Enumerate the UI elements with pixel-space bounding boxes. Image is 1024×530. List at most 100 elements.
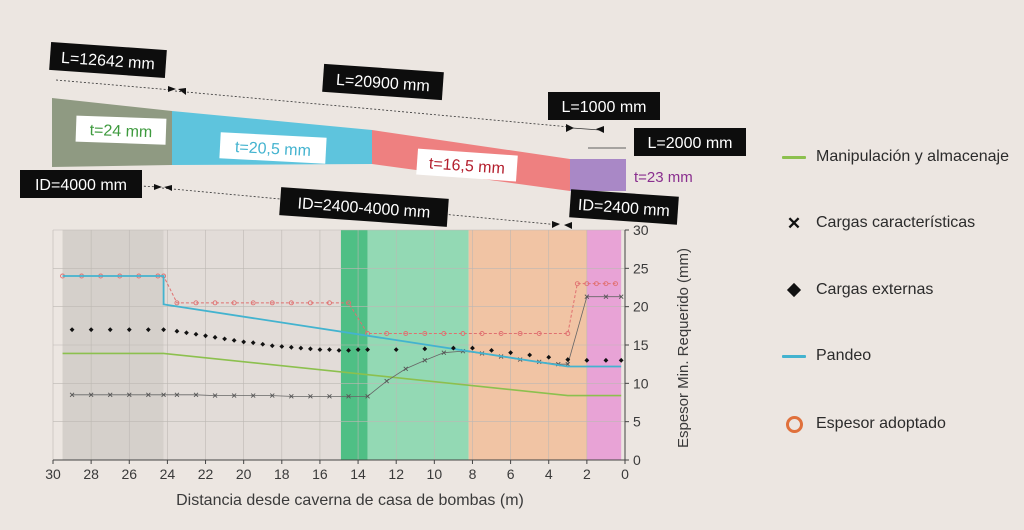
label-ID2: ID=2400-4000 mm [279,187,449,227]
x-tick-label: 24 [160,466,176,482]
point-externas [288,344,294,350]
y-tick-label: 0 [633,452,641,468]
point-adoptado [498,331,504,336]
point-caracteristicas [250,393,256,398]
point-adoptado [346,300,351,306]
label-L2-text: L=20900 mm [335,72,430,96]
point-externas [508,350,513,356]
point-caracteristicas [193,392,199,398]
point-adoptado [565,331,571,336]
point-adoptado [603,281,609,287]
point-externas [260,341,266,347]
point-externas [451,345,456,351]
point-adoptado [422,331,428,336]
point-adoptado [327,300,332,306]
x-tick-label: 26 [121,466,137,482]
point-externas [161,327,166,333]
label-L4: L=2000 mm [634,128,746,156]
point-adoptado [441,331,447,336]
label-L4-text: L=2000 mm [648,135,733,152]
label-ID3-text: ID=2400 mm [577,197,670,220]
x-tick-label: 8 [469,466,477,482]
diamond-marker-icon [786,282,802,298]
point-caracteristicas [327,394,332,399]
point-caracteristicas [107,392,113,398]
point-adoptado [250,300,256,306]
point-caracteristicas [146,392,151,398]
label-ID1-text: ID=4000 mm [35,177,127,194]
dim-line-1 [55,79,173,91]
point-caracteristicas [308,394,313,399]
x-tick-label: 28 [83,466,99,482]
label-t2: t=20,5 mm [219,132,327,164]
point-externas [565,357,571,362]
point-adoptado [231,300,237,306]
point-caracteristicas [269,393,275,398]
legend-item-caracteristicas: ✕ Cargas características [780,208,975,238]
label-t1: t=24 mm [75,115,167,145]
x-tick-label: 2 [583,466,591,482]
point-externas [145,327,151,333]
point-caracteristicas [126,392,132,398]
label-t3-text: t=16,5 mm [428,155,505,177]
legend-label: Cargas externas [816,281,934,298]
label-L2: L=20900 mm [322,63,444,101]
point-externas [88,327,94,333]
x-tick-label: 18 [274,466,290,482]
label-ID1: ID=4000 mm [20,170,142,198]
chart-series [60,273,624,399]
dim-line-6 [161,187,561,226]
point-externas [308,346,313,352]
point-externas [346,347,351,353]
point-caracteristicas [174,392,180,398]
x-tick-label: 0 [621,466,629,482]
y-tick-label: 25 [633,260,649,276]
point-externas [527,352,533,358]
point-caracteristicas [346,394,351,399]
point-adoptado [584,281,590,287]
point-adoptado [384,331,390,336]
point-caracteristicas [422,358,428,363]
point-adoptado [193,300,199,306]
y-tick-label: 20 [633,299,649,315]
point-externas [279,344,285,349]
series-manipulacion-line [62,352,622,397]
point-caracteristicas [212,393,218,398]
point-adoptado [174,300,180,306]
point-externas [231,338,237,343]
x-axis-title: Distancia desde caverna de casa de bomba… [176,492,524,509]
orange-circle-icon [785,415,803,433]
dim-arrow-2 [178,88,186,95]
point-caracteristicas [603,294,609,300]
legend-label: Pandeo [816,347,872,364]
point-externas [269,343,275,349]
x-tick-label: 6 [507,466,515,482]
legend-item-externas: Cargas externas [780,275,933,305]
point-externas [126,327,132,333]
label-ID3: ID=2400 mm [569,189,679,225]
point-externas [203,333,208,339]
x-tick-label: 30 [45,466,61,482]
x-tick-label: 20 [236,466,252,482]
x-tick-label: 10 [427,466,443,482]
blue-line-icon [782,354,806,358]
pipe-segment-4 [570,159,626,191]
point-externas [317,347,323,352]
dim-arrow-7 [552,221,560,228]
legend-label: Manipulación y almacenaje [816,148,1009,165]
point-externas [193,331,199,337]
point-externas [365,347,370,352]
point-adoptado [288,300,294,306]
x-tick-label: 22 [198,466,214,482]
legend-item-manipulacion: Manipulación y almacenaje [780,142,1009,172]
point-adoptado [593,281,599,287]
point-externas [336,347,342,353]
label-t4-text: t=23 mm [634,169,693,186]
x-tick-label: 16 [312,466,328,482]
point-externas [250,340,256,346]
pipe-diagram: L=12642 mm L=20900 mm L=1000 mm L=2000 m… [20,41,746,229]
point-caracteristicas [584,294,590,300]
point-externas [584,357,590,363]
